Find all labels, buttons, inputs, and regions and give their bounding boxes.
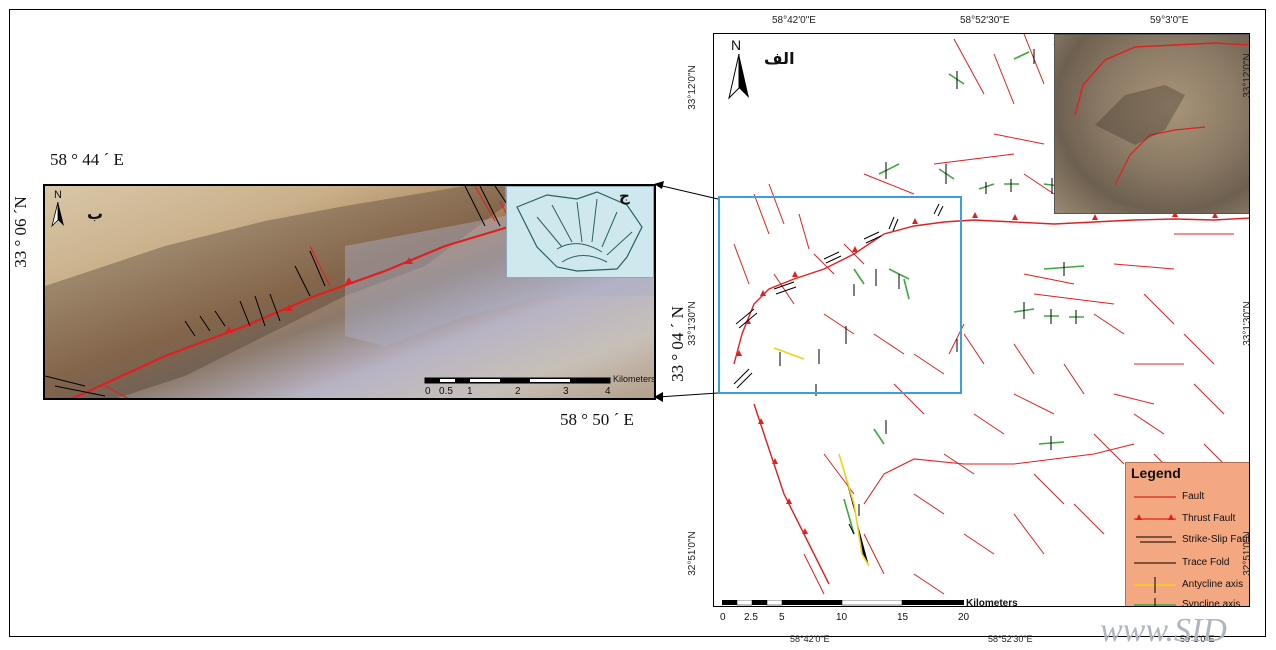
fold-arrows: [779, 49, 1077, 535]
main-map-label: الف: [764, 49, 795, 68]
inset-b-scale-tick-5: 4: [605, 386, 611, 397]
connector-arrows: [654, 181, 719, 402]
main-scale-unit: Kilometers: [966, 598, 1018, 609]
inset-b-scale-tick-1: 0.5: [439, 386, 453, 397]
inset-b-north-label: N: [54, 189, 62, 201]
inset-b-scale-tick-2: 1: [467, 386, 473, 397]
main-scale-tick-5: 20: [958, 612, 970, 623]
legend-item-thrust-fault: Thrust Fault: [1182, 513, 1236, 524]
main-scale-tick-1: 2.5: [744, 612, 758, 623]
left-tick-2: 32°51'0"N: [686, 531, 698, 576]
inset-b-scale-tick-3: 2: [515, 386, 521, 397]
legend-item-syncline-axis: Syncline axis: [1182, 599, 1241, 607]
watermark: www.SID: [1100, 612, 1227, 649]
legend-item-anticline-axis: Antycline axis: [1182, 579, 1244, 590]
inset-b-label: ب: [87, 204, 104, 223]
top-tick-0: 58°42'0"E: [772, 15, 816, 26]
main-scale-bar: [722, 600, 964, 606]
main-scale-tick-4: 15: [897, 612, 909, 623]
thrust-fault-teeth: [736, 211, 1218, 534]
right-tick-2: 32°51'0"N: [1241, 531, 1253, 576]
north-arrow-icon: [728, 54, 749, 100]
inset-b-north-arrow-icon: [51, 202, 64, 228]
legend-symbols: [1134, 496, 1176, 606]
inset-b-scale-tick-4: 3: [563, 386, 569, 397]
top-tick-1: 58°52'30"E: [960, 15, 1010, 26]
satellite-fault-overlay: [1074, 42, 1249, 186]
figure-frame: [9, 9, 1266, 637]
bottom-tick-2: 59°3'0"E: [1180, 634, 1215, 644]
anticline-axes: [773, 347, 870, 567]
bottom-tick-1: 58°52'30"E: [988, 634, 1033, 644]
inset-b-extent-box: [718, 196, 962, 394]
inset-b-lon-bottom: 58 ° 50 ´ E: [560, 410, 634, 429]
main-scale-tick-2: 5: [779, 612, 785, 623]
main-scale-tick-0: 0: [720, 612, 726, 623]
top-tick-2: 59°3'0"E: [1150, 15, 1189, 26]
legend-title: Legend: [1131, 465, 1181, 481]
satellite-inset-image: [1054, 34, 1249, 214]
bottom-tick-0: 58°42'0"E: [790, 634, 830, 644]
fault-lines: [733, 34, 1249, 595]
inset-c-label: ج: [619, 187, 630, 205]
inset-b-scale-unit: Kilometers: [613, 374, 656, 384]
main-scale-tick-3: 10: [836, 612, 848, 623]
syncline-axes: [843, 51, 1085, 535]
main-geological-map: الف N Legend Fault Thrust Fault Strike-S…: [713, 33, 1250, 607]
left-tick-0: 33°12'0"N: [686, 65, 698, 110]
right-tick-1: 33°1'30"N: [1241, 301, 1253, 346]
legend-item-fault: Fault: [1182, 491, 1205, 502]
right-tick-0: 33°12'0"N: [1241, 53, 1253, 98]
inset-b-scale-tick-0: 0: [425, 386, 431, 397]
fault-map-canvas: [718, 34, 1249, 595]
inset-b-lat-left: 33 ° 06 ´N: [10, 196, 30, 268]
strike-slip-symbols: [733, 203, 944, 389]
legend-item-trace-fold: Trace Fold: [1182, 557, 1230, 568]
inset-c-fold-sketch: ج: [506, 186, 654, 278]
fold-sketch-drawing: [516, 191, 643, 272]
legend: Legend Fault Thrust Fault Strike-Slip Fa…: [1125, 462, 1250, 607]
legend-item-strike-slip-fault: Strike-Slip Fault: [1182, 534, 1250, 545]
north-label: N: [731, 37, 742, 53]
inset-b-lon-top: 58 ° 44 ´ E: [50, 150, 124, 169]
